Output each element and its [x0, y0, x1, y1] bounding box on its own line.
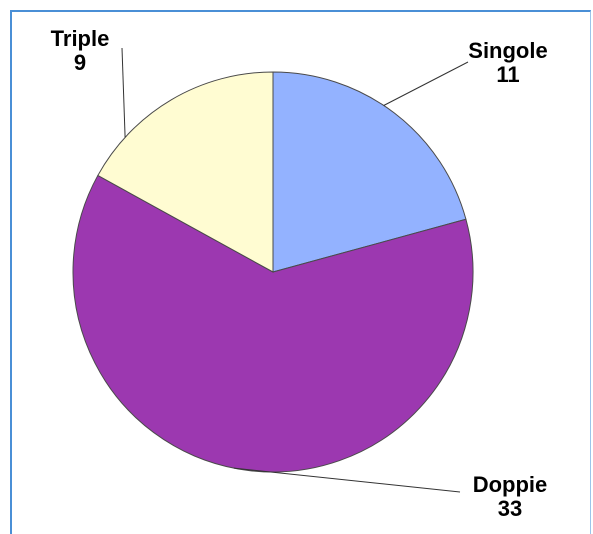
leader-line-singole — [383, 61, 469, 106]
pie-slice-triple — [97, 71, 274, 273]
pie-slice-singole — [272, 71, 467, 273]
pie-slice-doppie — [72, 174, 474, 473]
leader-line-triple — [121, 47, 126, 138]
slice-name: Doppie — [473, 472, 548, 497]
leader-lines — [121, 47, 469, 493]
slice-value: 11 — [496, 62, 519, 87]
leader-line-doppie — [233, 467, 461, 493]
slice-label-doppie: Doppie 33 — [473, 472, 548, 521]
slice-name: Singole — [468, 38, 547, 63]
slice-label-triple: Triple 9 — [51, 26, 110, 75]
pie-slices — [72, 71, 474, 473]
slice-value: 33 — [498, 496, 522, 521]
slice-label-singole: Singole 11 — [468, 38, 547, 87]
slice-value: 9 — [74, 50, 86, 75]
slice-labels: Singole 11 Doppie 33 Triple 9 — [51, 26, 548, 521]
slice-name: Triple — [51, 26, 110, 51]
